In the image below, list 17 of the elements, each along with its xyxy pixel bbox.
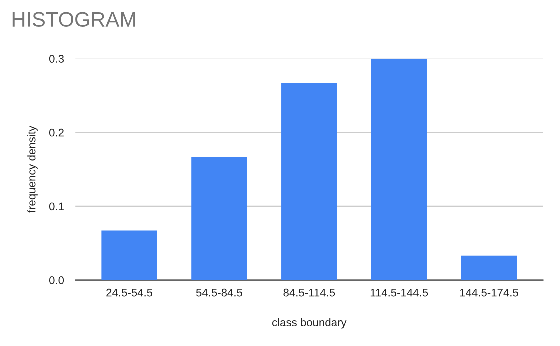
x-tick-label: 84.5-114.5 — [284, 288, 336, 297]
y-tick-label: 0.2 — [49, 128, 64, 137]
y-tick-label: 0.0 — [49, 276, 64, 284]
x-axis-title: class boundary — [272, 318, 347, 329]
bar — [461, 256, 518, 280]
x-tick-label: 114.5-144.5 — [370, 289, 428, 297]
bar — [282, 83, 338, 280]
x-tick-label: 54.5-84.5 — [196, 288, 242, 297]
chart-title: HISTOGRAM — [12, 12, 136, 28]
y-tick-label: 0.1 — [49, 202, 64, 211]
bar — [102, 230, 158, 280]
bar — [371, 58, 428, 280]
y-tick-label: 0.3 — [49, 55, 64, 63]
x-tick-label: 24.5-54.5 — [106, 288, 153, 297]
bar — [192, 156, 248, 280]
x-tick-label: 144.5-174.5 — [460, 289, 518, 297]
y-axis-title: frequency density — [28, 126, 38, 213]
